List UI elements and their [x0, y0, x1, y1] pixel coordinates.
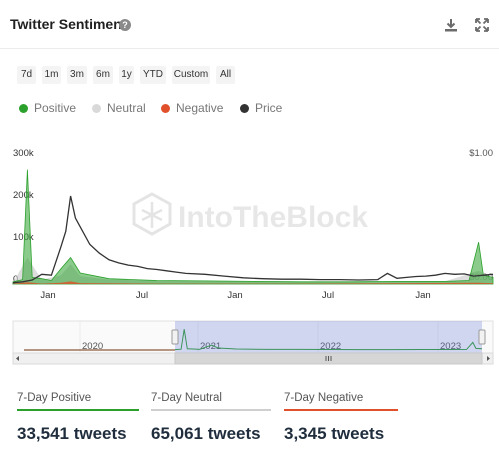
range-1m-button[interactable]: 1m	[42, 66, 61, 84]
navigator-tick-label: 2020	[82, 341, 103, 352]
legend-item-neutral[interactable]: Neutral	[92, 101, 146, 115]
navigator-right-handle[interactable]	[478, 329, 486, 345]
navigator-tick-label: 2023	[440, 341, 461, 352]
sentiment-chart[interactable]: IntoTheBlock 300k 200k 100k 0 $1.00 $0.0…	[0, 140, 499, 305]
legend-item-positive[interactable]: Positive	[19, 101, 76, 115]
range-7d-button[interactable]: 7d	[17, 66, 36, 84]
y-tick-label: 300k	[13, 148, 34, 159]
stat-label: 7-Day Neutral	[151, 392, 271, 411]
stat-7day-negative: 7-Day Negative 3,345 tweets	[284, 392, 398, 444]
legend-item-price[interactable]: Price	[240, 101, 282, 115]
stat-7day-neutral: 7-Day Neutral 65,061 tweets	[151, 392, 271, 444]
navigator-series-line	[174, 329, 483, 351]
scroll-right-arrow-icon[interactable]	[487, 356, 490, 361]
y-right-tick-label: $1.00	[469, 148, 493, 159]
watermark-text: IntoTheBlock	[178, 201, 368, 234]
series-negative-area	[13, 281, 493, 284]
fullscreen-icon[interactable]	[474, 17, 490, 33]
legend-label: Neutral	[107, 101, 146, 115]
x-tick-label: Jul	[136, 290, 148, 301]
range-6m-button[interactable]: 6m	[93, 66, 113, 84]
navigator-selected-range[interactable]	[175, 321, 482, 353]
legend-dot-negative	[161, 104, 170, 113]
navigator-tick-label: 2021	[200, 341, 221, 352]
legend-label: Price	[255, 101, 283, 115]
x-tick-label: Jan	[415, 290, 430, 301]
watermark-logo	[132, 192, 172, 236]
y-tick-label: 100k	[13, 232, 34, 243]
x-tick-label: Jan	[40, 290, 55, 301]
series-price-line	[12, 195, 494, 284]
range-custom-button[interactable]: Custom	[172, 66, 210, 84]
series-positive-area	[12, 169, 494, 285]
navigator-left-handle[interactable]	[171, 329, 179, 345]
help-icon[interactable]: ?	[119, 19, 131, 31]
scrollbar-grip-icon	[325, 356, 332, 361]
range-3m-button[interactable]: 3m	[67, 66, 87, 84]
stat-value: 33,541 tweets	[17, 424, 127, 443]
stat-7day-positive: 7-Day Positive 33,541 tweets	[17, 392, 139, 444]
range-all-button[interactable]: All	[216, 66, 235, 84]
stat-value: 65,061 tweets	[151, 424, 261, 443]
legend-dot-price	[240, 104, 249, 113]
range-navigator[interactable]: 2020 2021 2022 2023	[0, 318, 499, 366]
legend-item-negative[interactable]: Negative	[161, 101, 223, 115]
range-1y-button[interactable]: 1y	[119, 66, 134, 84]
card-title: Twitter Sentiment	[10, 16, 127, 32]
legend-dot-neutral	[92, 104, 101, 113]
x-tick-label: Jul	[322, 290, 334, 301]
y-tick-label: 200k	[13, 190, 34, 201]
stat-value: 3,345 tweets	[284, 424, 385, 443]
card-header: Twitter Sentiment ?	[0, 0, 499, 49]
range-ytd-button[interactable]: YTD	[140, 66, 166, 84]
navigator-tick-label: 2022	[320, 341, 341, 352]
stat-label: 7-Day Negative	[284, 392, 398, 411]
legend-dot-positive	[19, 104, 28, 113]
navigator-background	[12, 320, 494, 354]
legend-label: Positive	[34, 101, 77, 115]
legend-label: Negative	[176, 101, 224, 115]
download-icon[interactable]	[443, 17, 459, 33]
stat-label: 7-Day Positive	[17, 392, 139, 411]
x-tick-label: Jan	[227, 290, 242, 301]
scroll-left-arrow-icon[interactable]	[16, 356, 19, 361]
